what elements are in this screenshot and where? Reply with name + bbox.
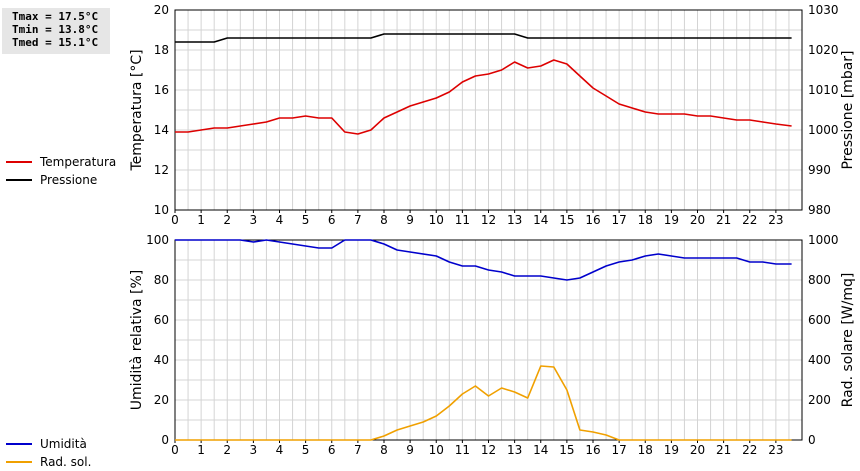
- x-tick-label: 7: [354, 443, 362, 457]
- x-tick-label: 9: [406, 213, 414, 227]
- x-tick-label: 15: [559, 443, 574, 457]
- x-tick-label: 11: [455, 443, 470, 457]
- x-tick-label: 19: [664, 443, 679, 457]
- x-tick-label: 12: [481, 443, 496, 457]
- legend-swatch-radsol: [6, 461, 32, 463]
- y-left-tick-label: 100: [146, 233, 169, 247]
- y-left-tick-label: 10: [154, 203, 169, 217]
- y-left-tick-label: 40: [154, 353, 169, 367]
- x-tick-label: 1: [197, 213, 205, 227]
- x-tick-label: 3: [250, 213, 258, 227]
- x-tick-label: 23: [768, 213, 783, 227]
- x-tick-label: 14: [533, 213, 548, 227]
- y-right-tick-label: 1010: [808, 83, 839, 97]
- y-right-tick-label: 1000: [808, 123, 839, 137]
- x-tick-label: 3: [250, 443, 258, 457]
- x-tick-label: 13: [507, 213, 522, 227]
- x-tick-label: 14: [533, 443, 548, 457]
- y-left-tick-label: 60: [154, 313, 169, 327]
- series-line-temperatura: [175, 59, 792, 135]
- x-tick-label: 21: [716, 213, 731, 227]
- y-right-tick-label: 600: [808, 313, 831, 327]
- y-right-tick-label: 0: [808, 433, 816, 447]
- x-tick-label: 10: [429, 213, 444, 227]
- y-right-tick-label: 980: [808, 203, 831, 217]
- x-tick-label: 6: [328, 213, 336, 227]
- x-tick-label: 17: [611, 213, 626, 227]
- legend-label-umidita: Umidità: [40, 437, 87, 451]
- charts-svg: 0 1 2 3 4 5 6 7 8 9 10 11 12 13 14 15 16 17 18 19 20 21 22 2310…: [129, 3, 856, 457]
- y-right-tick-label: 1030: [808, 3, 839, 17]
- x-tick-label: 11: [455, 213, 470, 227]
- x-tick-label: 13: [507, 443, 522, 457]
- tmed-value: Tmed = 15.1°C: [12, 36, 99, 49]
- x-tick-label: 17: [611, 443, 626, 457]
- y-left-tick-label: 18: [154, 43, 169, 57]
- y-right-tick-label: 200: [808, 393, 831, 407]
- x-tick-label: 20: [690, 443, 705, 457]
- x-tick-label: 2: [223, 443, 231, 457]
- tmin-value: Tmin = 13.8°C: [12, 23, 99, 36]
- x-tick-label: 6: [328, 443, 336, 457]
- y-right-tick-label: 800: [808, 273, 831, 287]
- series-line-rad-sol: [175, 365, 792, 441]
- x-tick-label: 18: [638, 213, 653, 227]
- y-left-axis-title: Temperatura [°C]: [129, 49, 145, 171]
- x-tick-label: 18: [638, 443, 653, 457]
- x-tick-label: 4: [276, 213, 284, 227]
- tmax-value: Tmax = 17.5°C: [12, 10, 99, 23]
- x-tick-label: 0: [171, 213, 179, 227]
- statistics-box: Tmax = 17.5°C Tmin = 13.8°C Tmed = 15.1°…: [2, 8, 110, 54]
- y-left-tick-label: 20: [154, 393, 169, 407]
- x-tick-label: 7: [354, 213, 362, 227]
- x-tick-label: 0: [171, 443, 179, 457]
- y-right-tick-label: 1020: [808, 43, 839, 57]
- y-left-tick-label: 16: [154, 83, 169, 97]
- x-tick-label: 20: [690, 213, 705, 227]
- chart-2: 0 1 2 3 4 5 6 7 8 9 10 11 12 13 14 15 16 17 18 19 20 21 22 2302…: [129, 233, 856, 457]
- x-tick-label: 15: [559, 213, 574, 227]
- x-tick-label: 23: [768, 443, 783, 457]
- legend-item-umidita: Umidità: [6, 435, 91, 453]
- x-tick-label: 21: [716, 443, 731, 457]
- x-tick-label: 10: [429, 443, 444, 457]
- legend-swatch-pressione: [6, 179, 32, 181]
- y-left-axis-title: Umidità relativa [%]: [129, 270, 145, 411]
- x-tick-label: 16: [585, 213, 600, 227]
- series-line-pressione: [175, 33, 792, 43]
- x-tick-label: 19: [664, 213, 679, 227]
- x-tick-label: 5: [302, 213, 310, 227]
- y-right-tick-label: 990: [808, 163, 831, 177]
- y-left-tick-label: 20: [154, 3, 169, 17]
- y-left-tick-label: 0: [161, 433, 169, 447]
- x-tick-label: 5: [302, 443, 310, 457]
- x-tick-label: 8: [380, 443, 388, 457]
- chart-1: 0 1 2 3 4 5 6 7 8 9 10 11 12 13 14 15 16 17 18 19 20 21 22 2310…: [129, 3, 856, 227]
- y-right-tick-label: 400: [808, 353, 831, 367]
- x-tick-label: 22: [742, 213, 757, 227]
- x-tick-label: 4: [276, 443, 284, 457]
- legend-label-temperatura: Temperatura: [40, 155, 117, 169]
- series-line-umidit: [175, 239, 792, 281]
- legend-label-pressione: Pressione: [40, 173, 98, 187]
- x-tick-label: 9: [406, 443, 414, 457]
- legend-swatch-temperatura: [6, 161, 32, 163]
- legend-item-temperatura: Temperatura: [6, 153, 116, 171]
- x-tick-label: 1: [197, 443, 205, 457]
- y-left-tick-label: 80: [154, 273, 169, 287]
- y-left-tick-label: 12: [154, 163, 169, 177]
- x-tick-label: 8: [380, 213, 388, 227]
- legend-swatch-umidita: [6, 443, 32, 445]
- y-right-axis-title: Rad. solare [W/mq]: [840, 273, 856, 408]
- y-left-tick-label: 14: [154, 123, 169, 137]
- x-tick-label: 16: [585, 443, 600, 457]
- y-right-tick-label: 1000: [808, 233, 839, 247]
- y-right-axis-title: Pressione [mbar]: [840, 50, 856, 169]
- x-tick-label: 2: [223, 213, 231, 227]
- legend-top: Temperatura Pressione: [6, 153, 116, 189]
- x-tick-label: 22: [742, 443, 757, 457]
- legend-item-pressione: Pressione: [6, 171, 116, 189]
- x-tick-label: 12: [481, 213, 496, 227]
